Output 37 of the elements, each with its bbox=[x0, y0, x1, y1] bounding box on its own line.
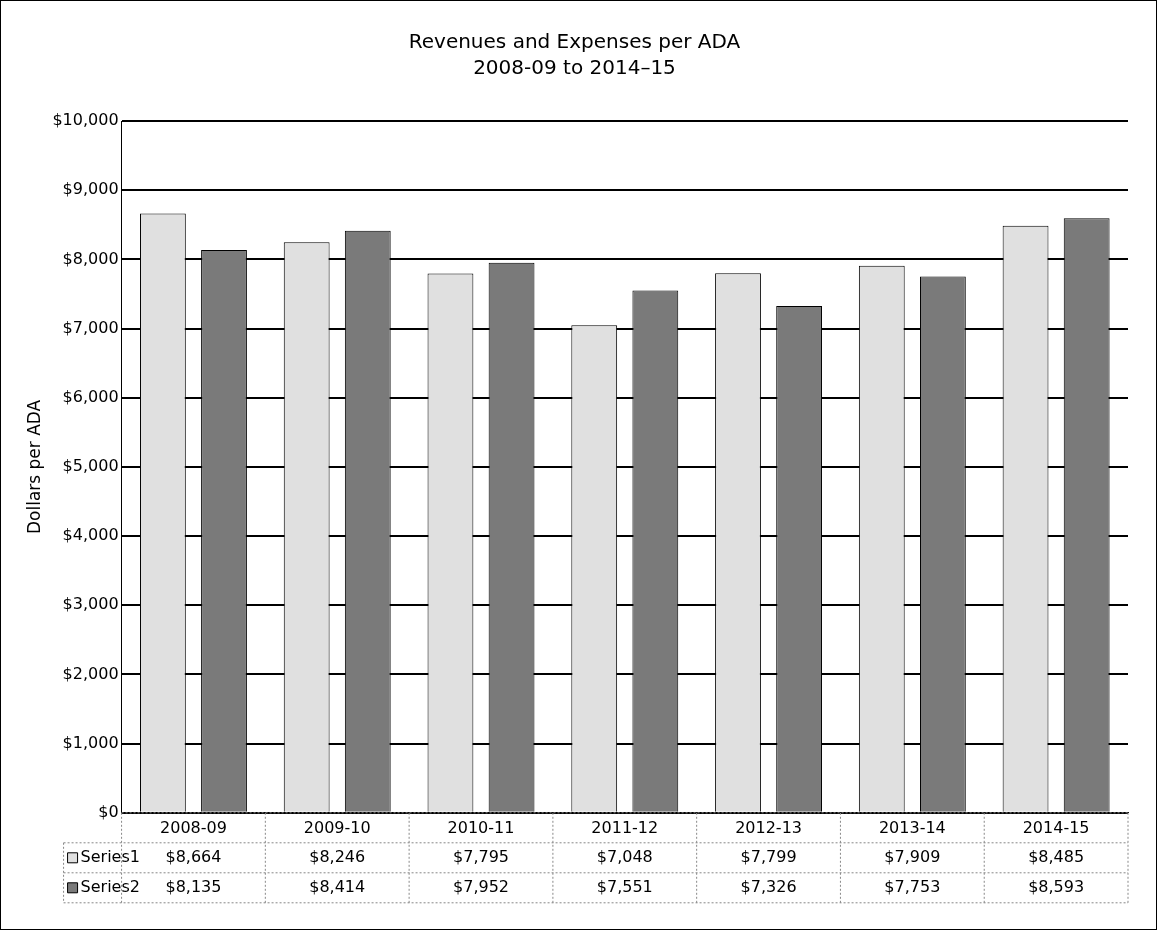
legend-label: Series2 bbox=[80, 876, 140, 896]
y-tick-label: $4,000 bbox=[62, 525, 119, 545]
y-tick-label: $2,000 bbox=[62, 663, 119, 683]
y-tick-label: $7,000 bbox=[62, 317, 119, 337]
data-label: $7,753 bbox=[884, 876, 941, 896]
x-tick-label: 2014-15 bbox=[1022, 817, 1090, 837]
y-tick-label: $9,000 bbox=[62, 179, 119, 199]
data-label: $8,664 bbox=[165, 846, 222, 866]
data-label: $8,593 bbox=[1028, 876, 1085, 896]
chart-title: Revenues and Expenses per ADA bbox=[408, 29, 741, 54]
data-label: $7,326 bbox=[740, 876, 797, 896]
data-label: $7,909 bbox=[884, 846, 941, 866]
legend-label: Series1 bbox=[80, 846, 140, 866]
x-tick-label: 2010-11 bbox=[447, 817, 515, 837]
data-label: $8,485 bbox=[1028, 846, 1085, 866]
y-axis-title: Dollars per ADA bbox=[23, 399, 44, 535]
data-label: $7,952 bbox=[453, 876, 509, 896]
y-tick-label: $1,000 bbox=[62, 732, 119, 752]
x-tick-label: 2011-12 bbox=[591, 817, 659, 837]
chart-subtitle: 2008-09 to 2014–15 bbox=[473, 55, 676, 80]
x-tick-label: 2013-14 bbox=[878, 817, 946, 837]
x-tick-label: 2008-09 bbox=[160, 817, 227, 837]
y-tick-label: $3,000 bbox=[62, 594, 119, 614]
data-label: $7,795 bbox=[453, 846, 509, 866]
data-label: $7,551 bbox=[596, 876, 653, 896]
data-label: $7,799 bbox=[740, 846, 797, 866]
x-tick-label: 2012-13 bbox=[735, 817, 802, 837]
x-tick-label: 2009-10 bbox=[303, 817, 371, 837]
data-label: $8,246 bbox=[309, 846, 366, 866]
y-tick-label: $6,000 bbox=[62, 386, 119, 406]
y-tick-label: $5,000 bbox=[62, 456, 119, 476]
y-tick-label: $8,000 bbox=[62, 248, 119, 268]
data-label: $8,135 bbox=[165, 876, 222, 896]
data-label: $7,048 bbox=[596, 846, 653, 866]
data-label: $8,414 bbox=[309, 876, 366, 896]
y-tick-label: $10,000 bbox=[52, 110, 119, 130]
y-tick-label: $0 bbox=[98, 801, 119, 821]
